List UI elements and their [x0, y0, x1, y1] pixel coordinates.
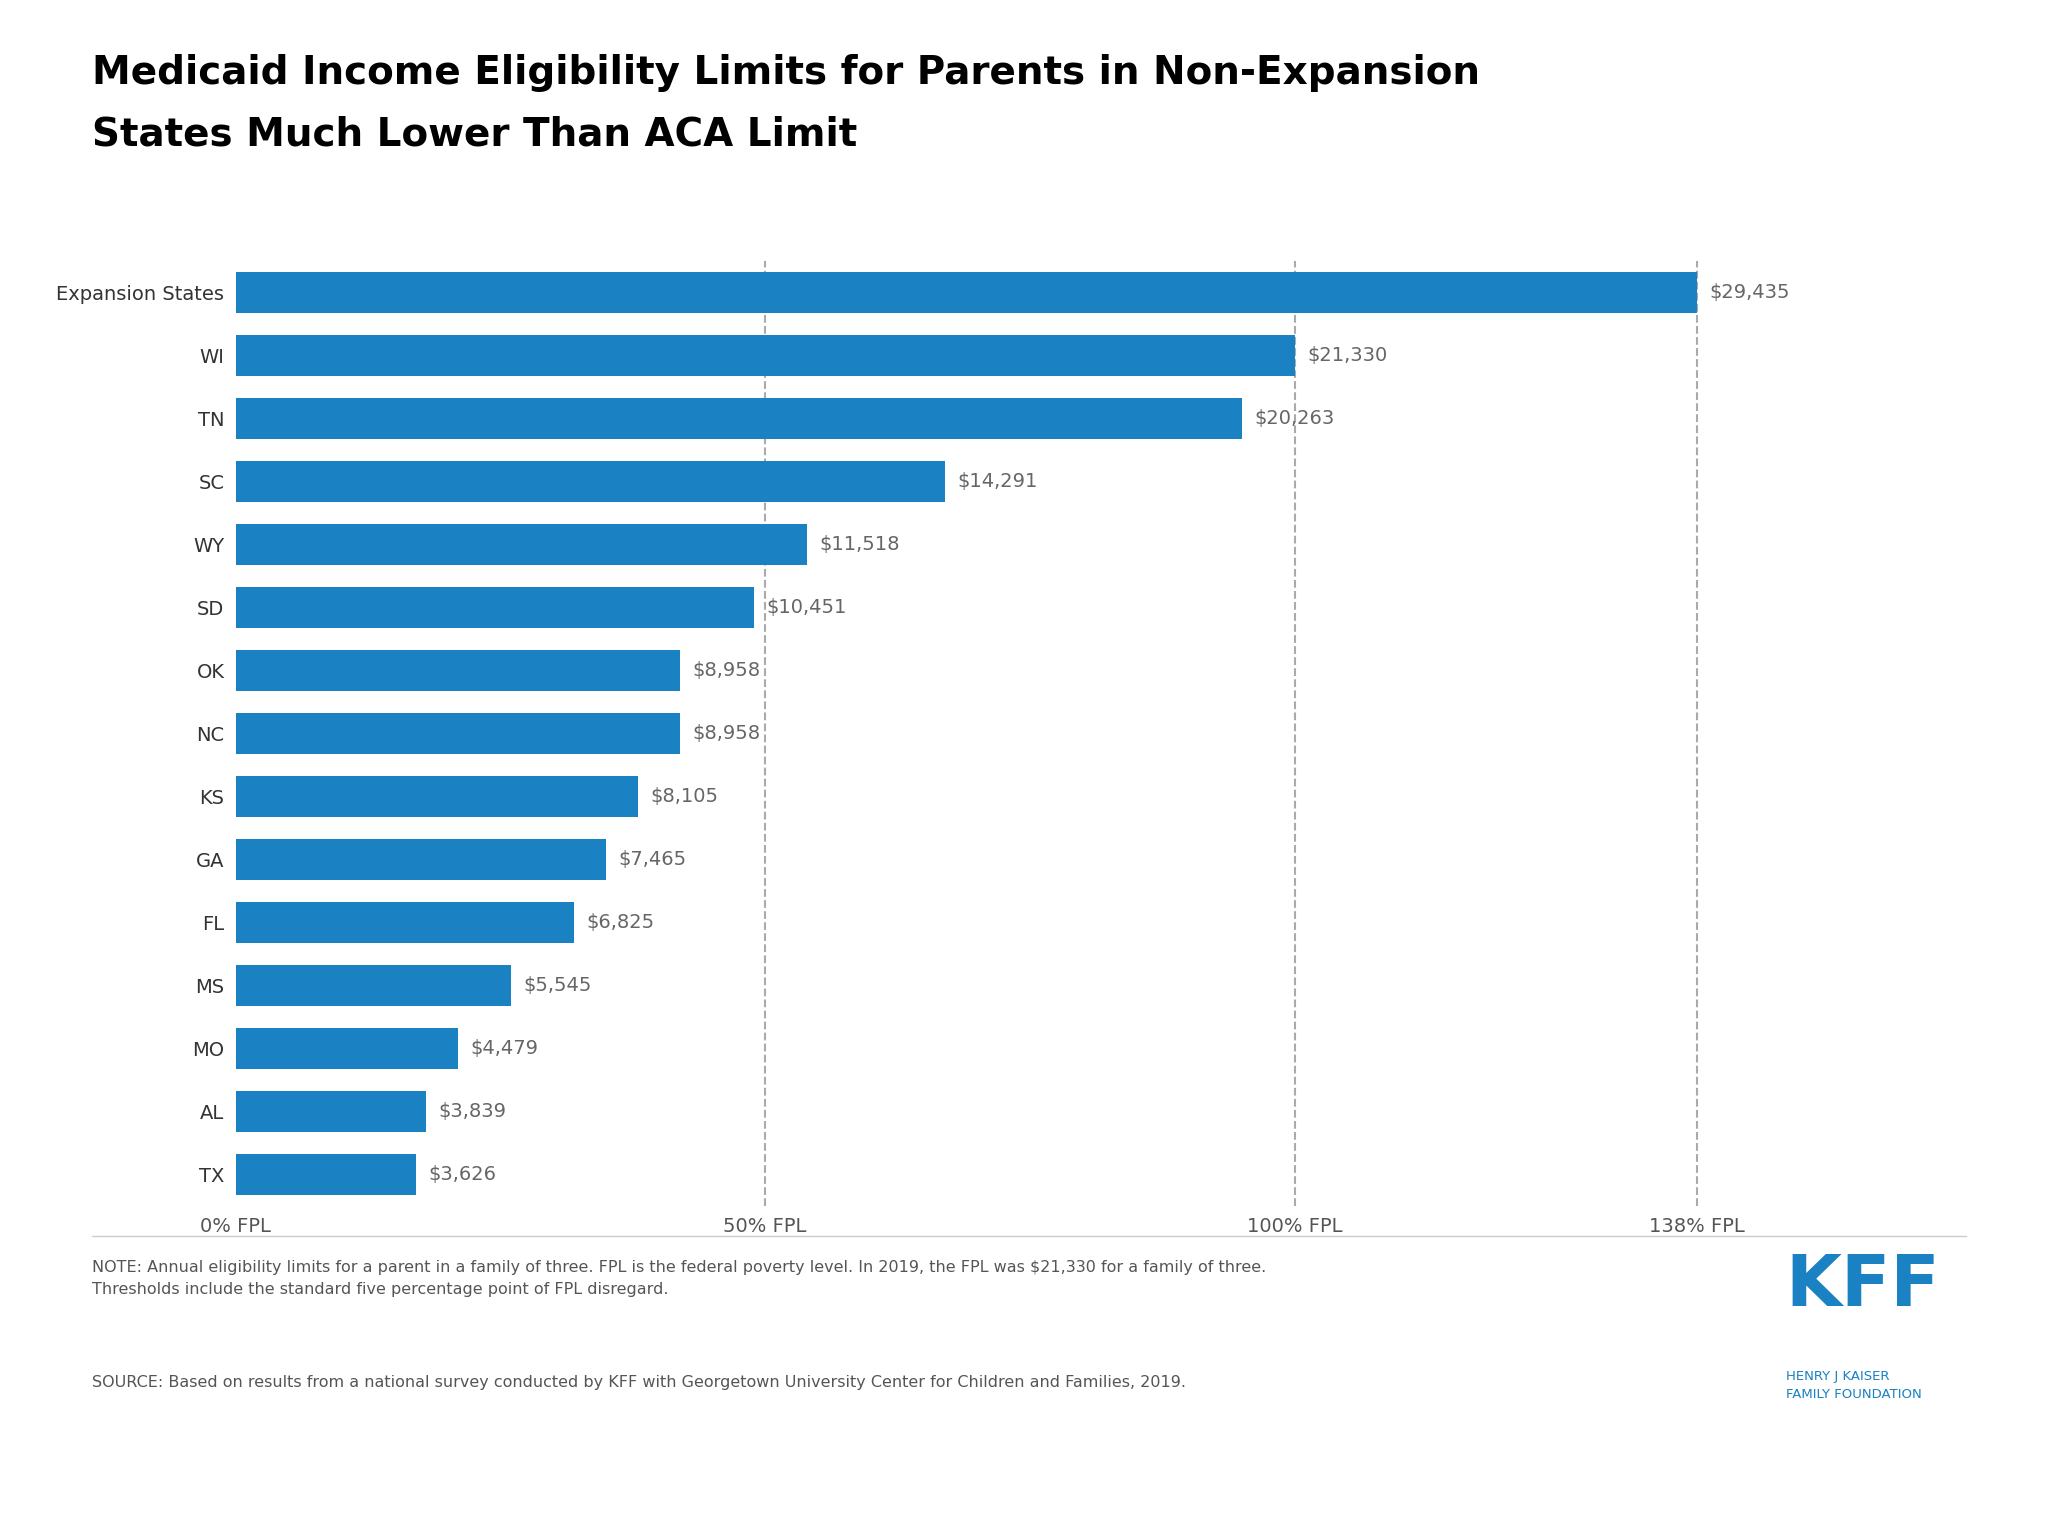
Bar — [236, 335, 1294, 376]
Text: $8,958: $8,958 — [692, 660, 760, 680]
Bar — [236, 398, 1241, 439]
Text: HENRY J KAISER
FAMILY FOUNDATION: HENRY J KAISER FAMILY FOUNDATION — [1786, 1370, 1921, 1401]
Bar — [236, 272, 1698, 313]
Text: KFF: KFF — [1786, 1252, 1942, 1321]
Text: Medicaid Income Eligibility Limits for Parents in Non-Expansion: Medicaid Income Eligibility Limits for P… — [92, 54, 1481, 92]
Text: $29,435: $29,435 — [1710, 283, 1790, 303]
Text: $8,105: $8,105 — [651, 786, 719, 806]
Bar — [236, 965, 510, 1006]
Text: $10,451: $10,451 — [766, 598, 848, 617]
Text: States Much Lower Than ACA Limit: States Much Lower Than ACA Limit — [92, 115, 858, 154]
Text: $8,958: $8,958 — [692, 723, 760, 743]
Bar — [236, 587, 754, 628]
Bar — [236, 713, 680, 754]
Text: $5,545: $5,545 — [522, 975, 592, 995]
Bar — [236, 1091, 426, 1132]
Bar — [236, 524, 807, 565]
Bar — [236, 650, 680, 691]
Bar — [236, 776, 637, 817]
Text: $3,626: $3,626 — [428, 1164, 496, 1184]
Bar — [236, 1028, 459, 1069]
Text: $6,825: $6,825 — [588, 912, 655, 932]
Bar — [236, 461, 944, 502]
Text: $11,518: $11,518 — [819, 535, 901, 554]
Text: $7,465: $7,465 — [618, 849, 686, 869]
Text: $14,291: $14,291 — [958, 472, 1038, 492]
Bar — [236, 839, 606, 880]
Text: $3,839: $3,839 — [438, 1101, 506, 1121]
Text: $4,479: $4,479 — [471, 1038, 539, 1058]
Text: SOURCE: Based on results from a national survey conducted by KFF with Georgetown: SOURCE: Based on results from a national… — [92, 1375, 1186, 1390]
Text: $20,263: $20,263 — [1253, 409, 1333, 429]
Text: NOTE: Annual eligibility limits for a parent in a family of three. FPL is the fe: NOTE: Annual eligibility limits for a pa… — [92, 1260, 1266, 1296]
Text: $21,330: $21,330 — [1307, 346, 1386, 366]
Bar — [236, 1154, 416, 1195]
Bar — [236, 902, 573, 943]
